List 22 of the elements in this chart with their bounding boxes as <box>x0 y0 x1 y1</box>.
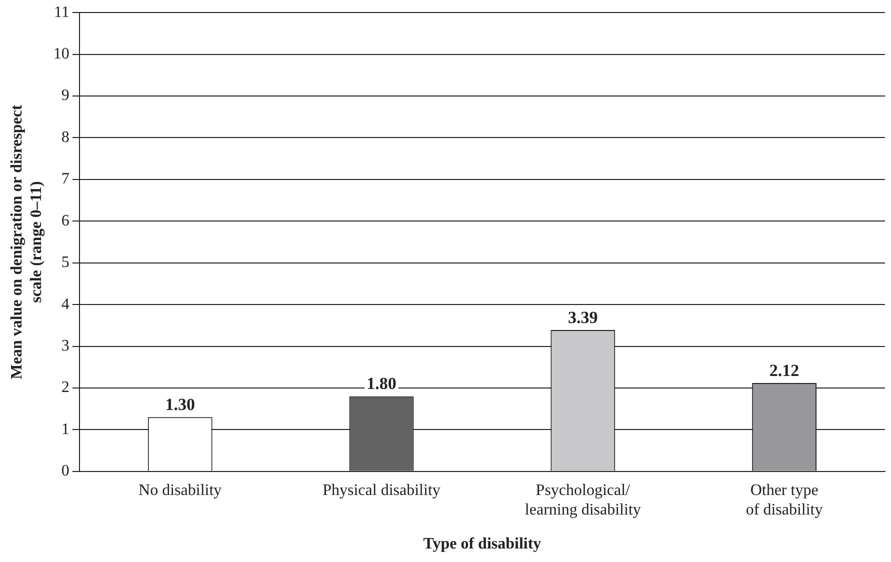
y-tick-label: 9 <box>61 87 70 104</box>
y-axis-title: Mean value on denigration or disrespect scale (range 0–11) <box>8 104 45 380</box>
data-label: 2.12 <box>769 360 800 380</box>
y-tick-label: 1 <box>61 420 70 438</box>
y-tick-label: 10 <box>53 46 70 63</box>
data-label: 1.80 <box>366 374 396 394</box>
data-label: 3.39 <box>568 308 598 327</box>
y-tick-label: 4 <box>61 296 70 313</box>
x-axis-title: Type of disability <box>423 536 542 553</box>
data-label: 1.30 <box>165 395 195 414</box>
y-tick-label: 8 <box>61 128 70 146</box>
x-tick-label: Psychological/ learning disability <box>524 482 641 518</box>
y-tick-label: 11 <box>54 4 70 21</box>
x-tick-label: No disability <box>138 482 222 500</box>
y-tick-label: 6 <box>61 212 70 230</box>
y-tick-label: 5 <box>61 254 70 272</box>
y-tick-label: 7 <box>61 170 70 188</box>
y-tick-label: 3 <box>61 337 70 354</box>
y-tick-label: 0 <box>61 462 70 480</box>
x-tick-label: Other type of disability <box>746 482 823 518</box>
x-tick-label: Physical disability <box>322 482 440 500</box>
y-tick-label: 2 <box>61 379 70 396</box>
